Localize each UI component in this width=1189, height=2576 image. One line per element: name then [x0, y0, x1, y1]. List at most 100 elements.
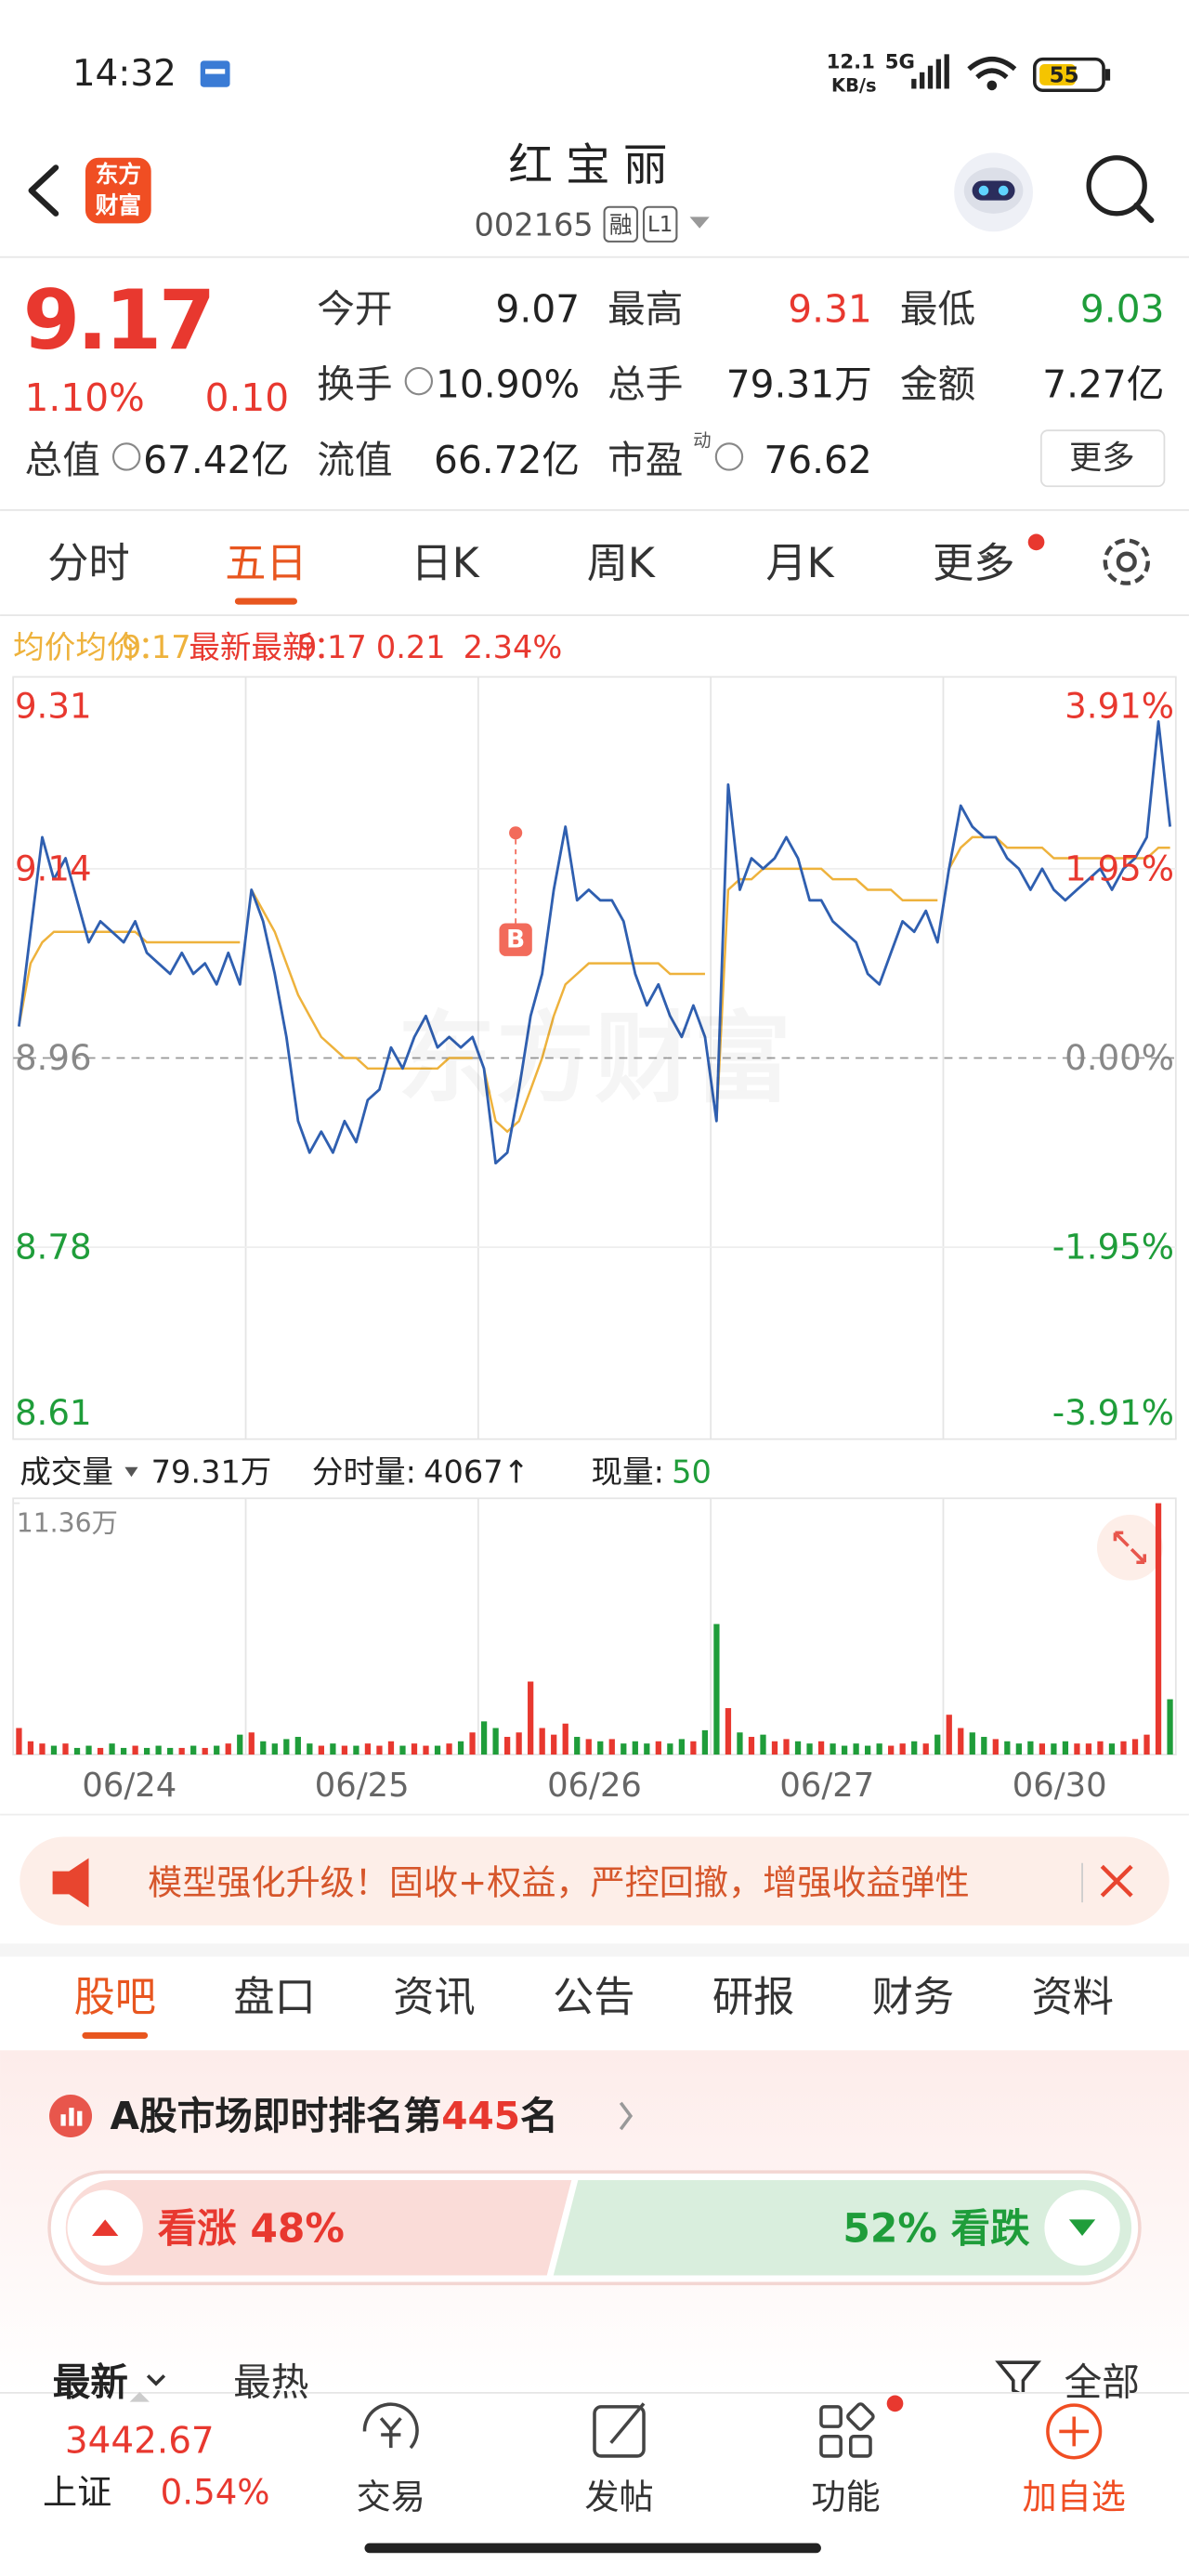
field-label: 今开	[317, 286, 392, 331]
bear-label: 52% 看跌	[843, 2206, 1030, 2252]
field-value: 66.72亿	[434, 438, 580, 482]
info-tab[interactable]: 资料	[1032, 1974, 1114, 2021]
volume-bar	[644, 1743, 650, 1755]
legend-value: 9.17	[122, 629, 191, 665]
legend-value: 0.21	[376, 629, 446, 665]
volume-bar	[911, 1741, 918, 1755]
sort-tab[interactable]: 最热	[233, 2359, 308, 2404]
banner[interactable]	[20, 1836, 1169, 1925]
info-tab[interactable]: 盘口	[233, 1974, 315, 2021]
filter-label[interactable]: 全部	[1065, 2359, 1140, 2404]
volume-bar	[376, 1745, 383, 1755]
volume-bar	[492, 1728, 499, 1755]
more-button[interactable]	[1039, 429, 1166, 488]
volume-bar	[783, 1739, 790, 1755]
volume-bar	[667, 1743, 673, 1755]
volume-bar	[922, 1743, 929, 1755]
legend-label: 均价	[13, 629, 75, 665]
network-type: 5G	[885, 51, 915, 74]
volume-bar	[294, 1737, 301, 1755]
volume-bar	[307, 1743, 313, 1755]
volume-bar	[167, 1747, 174, 1755]
period-tab[interactable]: 更多	[933, 540, 1014, 587]
chevron[interactable]	[619, 2101, 634, 2131]
tab-underline	[234, 598, 298, 605]
info-icons	[111, 366, 744, 471]
volume-interval: 4067↑	[424, 1454, 529, 1491]
volume-bar	[958, 1728, 964, 1755]
rank-part: A股市场即时排名第	[110, 2094, 441, 2138]
volume-bar	[480, 1721, 488, 1755]
function-icon[interactable]	[819, 2402, 875, 2458]
y-tick-label: 9.14	[15, 848, 92, 888]
volume-bar	[1120, 1741, 1127, 1755]
period-tab[interactable]: 周K	[587, 540, 656, 587]
volume-bar	[992, 1739, 999, 1755]
field-label: 总值	[25, 438, 100, 482]
volume-bar	[690, 1741, 697, 1755]
volume-bar	[39, 1743, 46, 1755]
volume-bar	[1051, 1743, 1057, 1755]
divider	[0, 614, 1189, 616]
avatar[interactable]	[954, 152, 1034, 232]
volume-interval-label: 分时量:	[312, 1454, 416, 1491]
info-tab[interactable]: 财务	[872, 1974, 954, 2021]
badge-box	[603, 205, 639, 243]
badge: L1	[647, 213, 673, 237]
dropdown-arrow[interactable]	[689, 217, 710, 229]
period-tab[interactable]: 日K	[412, 540, 480, 587]
volume-bar	[469, 1732, 476, 1755]
add-watchlist-icon[interactable]	[1046, 2403, 1103, 2460]
divider	[0, 256, 1189, 258]
volume-title: 成交量	[20, 1454, 113, 1491]
sort-tab[interactable]: 最新	[53, 2359, 128, 2404]
stock-code: 002165	[474, 207, 593, 243]
banner-text[interactable]: 模型强化升级！固收+权益，严控回撤，增强收益弹性	[148, 1862, 970, 1902]
bull-segment[interactable]	[65, 2179, 572, 2276]
nav-label[interactable]: 发帖	[584, 2477, 653, 2517]
info-tab[interactable]: 公告	[553, 1974, 634, 2021]
back-button[interactable]	[28, 164, 59, 217]
volume-bar	[1039, 1743, 1046, 1755]
field-label: 换手	[317, 362, 392, 407]
battery-level: 55	[1050, 63, 1079, 87]
volume-bar	[1108, 1743, 1116, 1755]
settings-button[interactable]	[1103, 538, 1150, 585]
dropdown-arrow[interactable]	[124, 1466, 138, 1478]
volume-bar	[608, 1739, 615, 1755]
field-value: 9.07	[496, 286, 581, 331]
field-label: 流值	[317, 438, 392, 482]
bear-segment[interactable]	[553, 2179, 1132, 2276]
period-tab[interactable]: 月K	[765, 540, 834, 587]
legend-value: 9.17	[297, 629, 367, 665]
volume-current: 50	[672, 1454, 712, 1491]
rank-text[interactable]: A股市场即时排名第445名	[110, 2094, 557, 2138]
info-tab[interactable]: 资讯	[393, 1974, 475, 2021]
logo	[85, 157, 151, 224]
volume-bar	[817, 1741, 825, 1755]
info-tab[interactable]: 股吧	[74, 1974, 156, 2021]
dropdown-arrow[interactable]	[146, 2374, 166, 2386]
expand-button[interactable]	[1096, 1514, 1163, 1581]
nav-label[interactable]: 功能	[811, 2477, 880, 2517]
period-tab[interactable]: 五日	[225, 540, 307, 587]
close-button[interactable]	[1100, 1864, 1133, 1898]
volume-bar	[713, 1623, 720, 1755]
volume-bar	[434, 1745, 441, 1755]
trade-icon[interactable]	[362, 2402, 419, 2450]
info-tab[interactable]: 研报	[712, 1974, 794, 2021]
nav-label[interactable]: 加自选	[1023, 2477, 1126, 2517]
period-tab[interactable]: 分时	[47, 540, 129, 587]
y2-tick-label: 3.91%	[1065, 687, 1174, 727]
volume-bar	[539, 1728, 545, 1755]
nav-label[interactable]: 交易	[357, 2477, 425, 2517]
more-button-label[interactable]: 更多	[1069, 440, 1135, 478]
search-button[interactable]	[1086, 155, 1155, 223]
field-label-sup: 动	[693, 429, 711, 451]
post-icon[interactable]	[593, 2402, 646, 2458]
volume-bar	[701, 1729, 709, 1755]
volume-bar	[364, 1743, 372, 1755]
volume-tick-label: 11.36万	[17, 1507, 118, 1538]
volume-bar	[1027, 1741, 1034, 1755]
volume-bar	[632, 1741, 638, 1755]
